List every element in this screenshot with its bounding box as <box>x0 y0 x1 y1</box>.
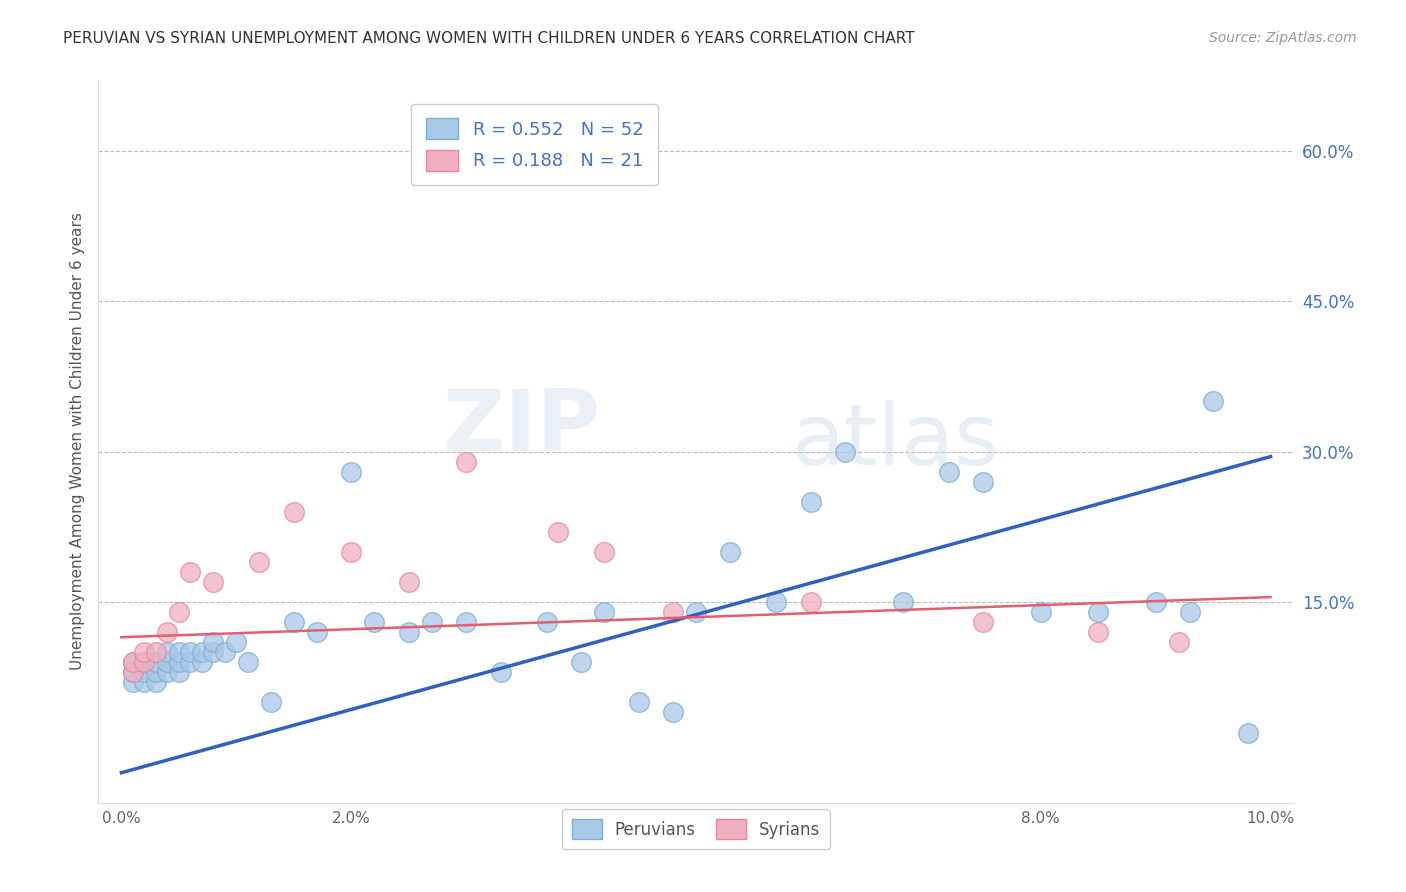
Point <box>145 665 167 680</box>
Point <box>1202 394 1225 409</box>
Point <box>122 655 145 669</box>
Point <box>593 605 616 619</box>
Text: ZIP: ZIP <box>443 385 600 468</box>
Text: PERUVIAN VS SYRIAN UNEMPLOYMENT AMONG WOMEN WITH CHILDREN UNDER 6 YEARS CORRELAT: PERUVIAN VS SYRIAN UNEMPLOYMENT AMONG WO… <box>63 31 915 46</box>
Point <box>1087 605 1109 619</box>
Point <box>283 615 305 630</box>
Point <box>305 625 328 640</box>
Point <box>134 655 156 669</box>
Point <box>134 655 156 669</box>
Point <box>145 675 167 690</box>
Point <box>179 645 201 659</box>
Point <box>179 655 201 669</box>
Point <box>134 675 156 690</box>
Y-axis label: Unemployment Among Women with Children Under 6 years: Unemployment Among Women with Children U… <box>69 212 84 671</box>
Point <box>1236 725 1258 739</box>
Point <box>1144 595 1167 609</box>
Point <box>938 465 960 479</box>
Point <box>662 706 685 720</box>
Point <box>720 545 742 559</box>
Point <box>340 465 363 479</box>
Point <box>456 615 478 630</box>
Point <box>167 605 190 619</box>
Point <box>202 645 225 659</box>
Point <box>1029 605 1052 619</box>
Point <box>800 494 823 508</box>
Point <box>398 625 420 640</box>
Point <box>202 635 225 649</box>
Point <box>156 645 179 659</box>
Point <box>122 675 145 690</box>
Point <box>283 505 305 519</box>
Point <box>214 645 236 659</box>
Point <box>363 615 385 630</box>
Point <box>972 475 994 489</box>
Legend: Peruvians, Syrians: Peruvians, Syrians <box>561 809 831 848</box>
Point <box>1178 605 1201 619</box>
Point <box>765 595 787 609</box>
Point <box>122 655 145 669</box>
Point <box>156 665 179 680</box>
Point <box>536 615 558 630</box>
Point <box>340 545 363 559</box>
Point <box>891 595 914 609</box>
Point <box>1087 625 1109 640</box>
Point <box>972 615 994 630</box>
Point <box>685 605 707 619</box>
Point <box>398 575 420 590</box>
Point <box>167 665 190 680</box>
Point <box>191 645 214 659</box>
Point <box>122 665 145 680</box>
Point <box>202 575 225 590</box>
Text: Source: ZipAtlas.com: Source: ZipAtlas.com <box>1209 31 1357 45</box>
Point <box>225 635 247 649</box>
Point <box>156 625 179 640</box>
Point <box>179 565 201 579</box>
Point <box>547 524 569 539</box>
Point <box>247 555 270 569</box>
Point <box>569 655 592 669</box>
Point <box>156 655 179 669</box>
Point <box>489 665 512 680</box>
Point <box>167 645 190 659</box>
Point <box>134 665 156 680</box>
Point <box>145 655 167 669</box>
Point <box>593 545 616 559</box>
Point <box>260 696 283 710</box>
Point <box>236 655 259 669</box>
Point <box>1167 635 1189 649</box>
Point <box>627 696 650 710</box>
Point <box>191 655 214 669</box>
Point <box>122 665 145 680</box>
Point <box>662 605 685 619</box>
Point <box>134 645 156 659</box>
Point <box>800 595 823 609</box>
Point <box>420 615 443 630</box>
Point <box>834 444 856 458</box>
Text: atlas: atlas <box>792 400 1000 483</box>
Point <box>145 645 167 659</box>
Point <box>456 455 478 469</box>
Point <box>167 655 190 669</box>
